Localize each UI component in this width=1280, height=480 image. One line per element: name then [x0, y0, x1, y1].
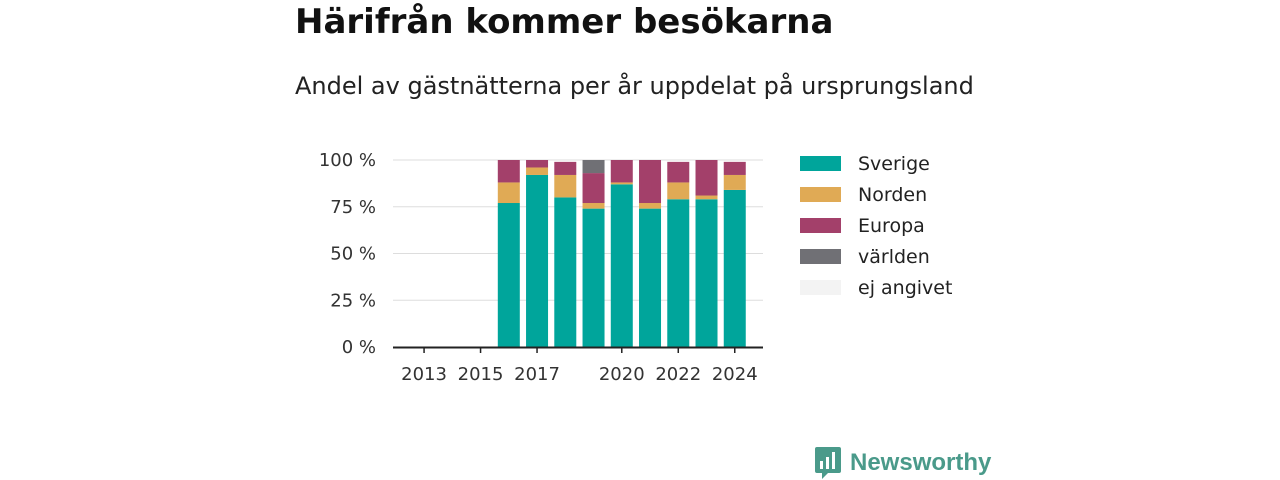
x-tick-label: 2017	[514, 364, 560, 385]
bar-segment-sverige	[554, 197, 577, 347]
bar-segment-europa	[723, 161, 746, 175]
bar-segment-europa	[695, 160, 718, 196]
bar-segment-europa	[497, 160, 520, 183]
bar-segment-sverige	[667, 199, 690, 347]
legend-item: Norden	[800, 179, 952, 210]
bar-segment-sverige	[610, 184, 633, 347]
legend-swatch	[800, 156, 841, 171]
bar-segment-europa	[554, 161, 577, 175]
bar-segment-världen	[582, 160, 605, 174]
legend-label: ej angivet	[858, 276, 953, 299]
brand-logo: Newsworthy	[814, 446, 991, 480]
bar-segment-norden	[610, 182, 633, 185]
y-tick-label: 75 %	[330, 197, 376, 218]
x-tick-label: 2015	[458, 364, 504, 385]
bars	[497, 160, 746, 347]
bar-segment-europa	[582, 173, 605, 204]
brand-name: Newsworthy	[850, 449, 992, 476]
y-tick-label: 25 %	[330, 290, 376, 311]
x-tick-label: 2020	[599, 364, 645, 385]
bar-segment-norden	[723, 174, 746, 190]
newsworthy-logo-icon	[815, 447, 841, 479]
legend-label: världen	[858, 245, 930, 268]
bar-segment-sverige	[723, 189, 746, 347]
bar-segment-europa	[667, 161, 690, 183]
y-tick-label: 100 %	[319, 150, 376, 171]
legend-swatch	[800, 280, 841, 295]
legend-label: Sverige	[858, 152, 930, 175]
legend-swatch	[800, 187, 841, 202]
axes: 0 % 25 % 50 % 75 % 100 % 2013 2015 2017 2020 2022…	[319, 150, 763, 385]
legend: Sverige Norden Europa världen ej angivet	[800, 148, 952, 303]
bar-segment-norden	[582, 203, 605, 209]
bar-segment-norden	[667, 182, 690, 200]
bar-segment-norden	[639, 203, 662, 209]
legend-item: Sverige	[800, 148, 952, 179]
legend-item: världen	[800, 241, 952, 272]
bar-segment-norden	[526, 167, 549, 175]
bar-segment-europa	[639, 160, 662, 204]
bar-segment-norden	[497, 182, 520, 204]
bar-segment-norden	[554, 174, 577, 198]
chart-subtitle: Andel av gästnätterna per år uppdelat på…	[295, 72, 974, 100]
legend-swatch	[800, 218, 841, 233]
legend-label: Europa	[858, 214, 925, 237]
bar-segment-sverige	[582, 208, 605, 347]
bar-segment-sverige	[695, 199, 718, 347]
y-tick-label: 0 %	[342, 337, 376, 358]
x-tick-label: 2024	[712, 364, 758, 385]
bar-segment-sverige	[639, 208, 662, 347]
bar-segment-norden	[695, 195, 718, 200]
x-tick-label: 2022	[655, 364, 701, 385]
x-tick-label: 2013	[401, 364, 447, 385]
y-tick-label: 50 %	[330, 244, 376, 265]
legend-swatch	[800, 249, 841, 264]
bar-segment-europa	[526, 160, 549, 168]
bar-segment-sverige	[497, 203, 520, 347]
bar-segment-sverige	[526, 174, 549, 347]
bar-segment-europa	[610, 160, 633, 183]
legend-item: Europa	[800, 210, 952, 241]
legend-label: Norden	[858, 183, 928, 206]
legend-item: ej angivet	[800, 272, 952, 303]
chart-title: Härifrån kommer besökarna	[295, 2, 834, 42]
